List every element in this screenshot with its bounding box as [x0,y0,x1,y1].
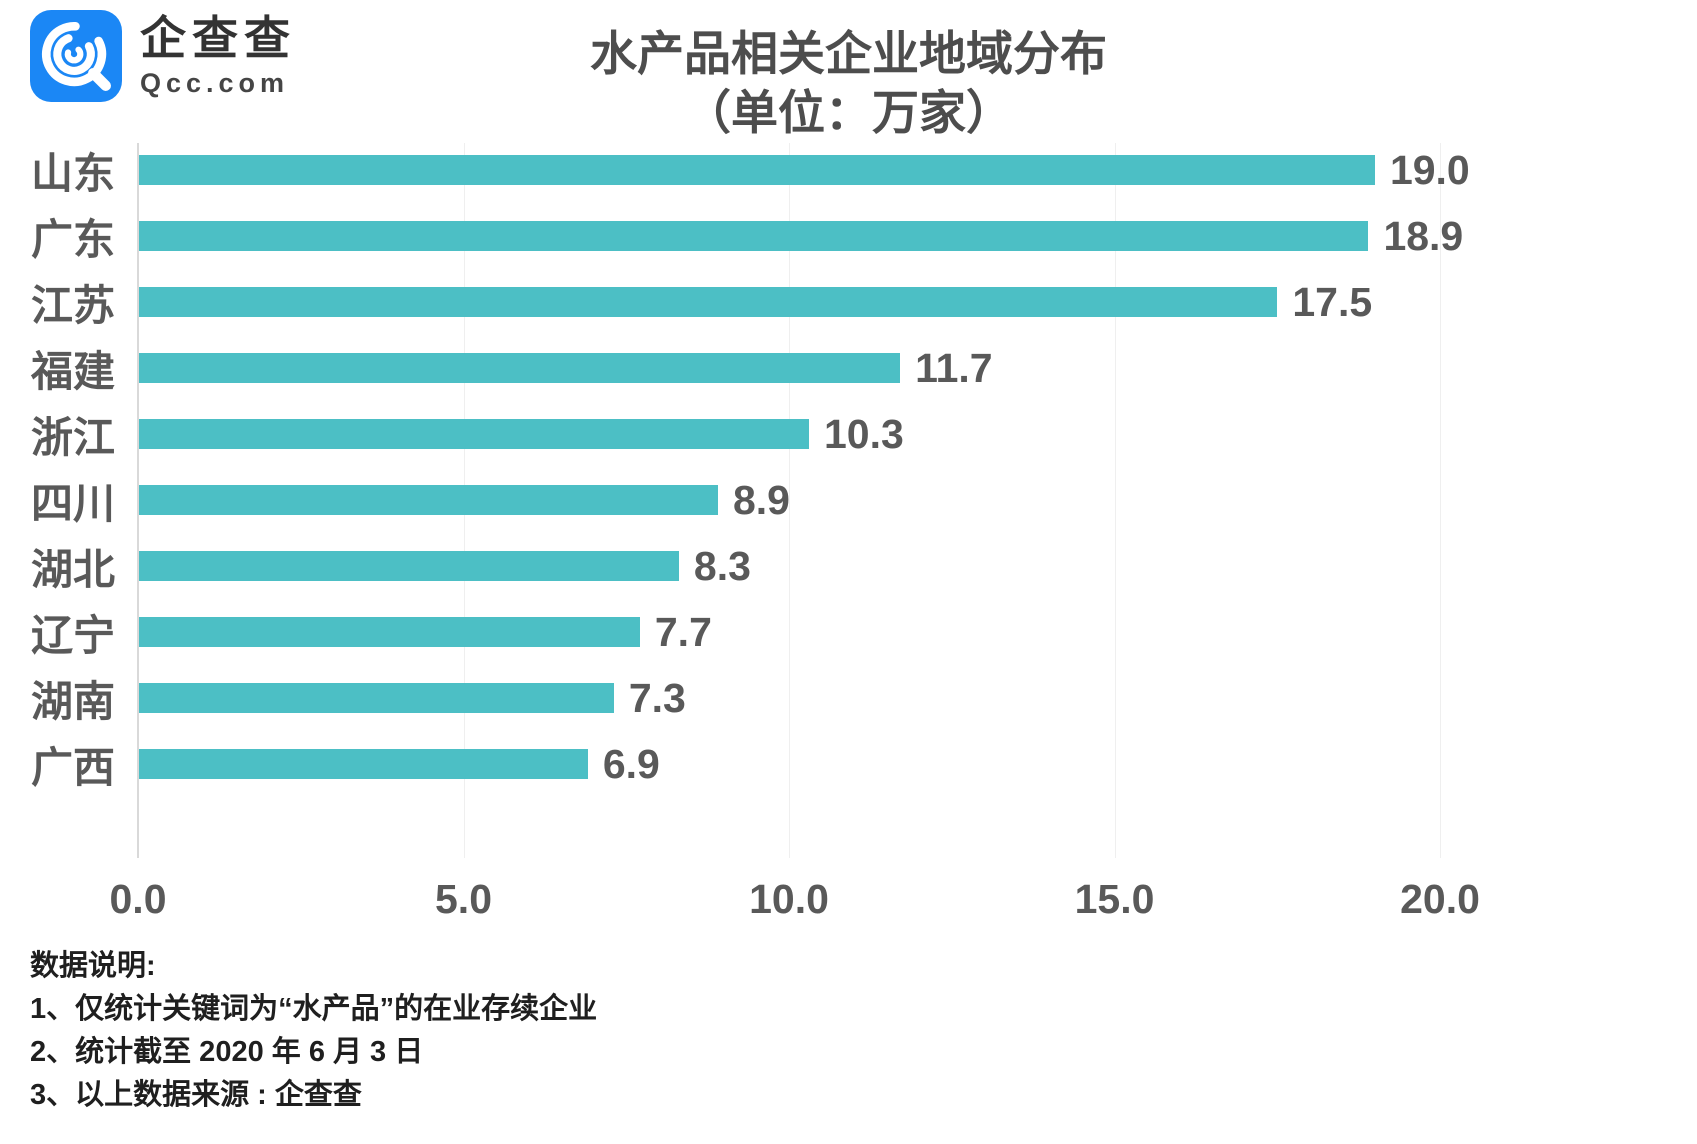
bar-row: 四川 8.9 [31,467,1440,533]
chart-title-line1: 水产品相关企业地域分布 [590,27,1107,80]
qcc-magnifier-icon [30,10,122,102]
note-item: 2、统计截至 2020 年 6 月 3 日 [30,1036,424,1068]
bar-rows: 山东 19.0 广东 18.9 江苏 17.5 福建 11.7 浙江 10.3 四川 8.9 湖北 8.3… [31,137,1470,797]
bar-row: 广西 6.9 [31,731,1440,797]
bar [139,683,614,713]
bar [139,617,640,647]
bar [139,155,1375,185]
qcc-logo-name: 企查查 [140,12,296,64]
bar-row: 辽宁 7.7 [31,599,1440,665]
category-label: 江苏 [30,281,115,329]
x-tick-label: 5.0 [435,876,492,922]
bar-row: 广东 18.9 [31,203,1463,269]
bar-row: 湖南 7.3 [31,665,1440,731]
category-label: 辽宁 [30,611,115,659]
bar-row: 江苏 17.5 [31,269,1440,335]
bar [139,287,1278,317]
bar-row: 福建 11.7 [31,335,1440,401]
value-label: 11.7 [915,344,993,391]
data-notes: 数据说明: 1、仅统计关键词为“水产品”的在业存续企业 2、统计截至 2020 … [30,945,597,1117]
vertical-gridline [1114,143,1116,858]
category-label: 湖南 [30,677,115,725]
y-axis-line [137,143,139,858]
note-item: 1、仅统计关键词为“水产品”的在业存续企业 [30,993,598,1025]
qcc-logo-text: 企查查 Qcc.com [140,13,296,99]
bar [139,419,809,449]
value-label: 18.9 [1383,212,1464,259]
bar [139,551,679,581]
bar [139,353,901,383]
note-item: 3、以上数据来源 : 企查查 [30,1079,362,1111]
category-label: 广东 [30,215,115,263]
x-tick-label: 0.0 [109,876,167,922]
category-label: 湖北 [30,545,115,593]
bar [139,749,588,779]
value-label: 19.0 [1389,146,1470,193]
value-label: 7.3 [628,674,686,721]
x-tick-label: 10.0 [749,876,829,922]
chart-title: 水产品相关企业地域分布 （单位：万家） [0,24,1697,142]
x-axis-ticks: 0.0 5.0 10.0 15.0 20.0 [110,876,1480,928]
x-tick-label: 15.0 [1074,876,1155,922]
x-tick-label: 20.0 [1400,876,1480,922]
qcc-logo-domain: Qcc.com [140,68,290,98]
qcc-logo: 企查查 Qcc.com [30,10,296,102]
category-label: 浙江 [30,413,115,461]
bar [139,221,1369,251]
category-label: 山东 [30,149,115,197]
value-label: 7.7 [654,608,712,655]
vertical-gridline [789,143,790,858]
vertical-gridline [1440,143,1441,858]
category-label: 福建 [30,347,115,395]
category-label: 四川 [30,479,115,527]
bar [139,485,718,515]
value-label: 8.9 [732,476,790,523]
bar-row: 湖北 8.3 [31,533,1440,599]
chart-title-line2: （单位：万家） [684,86,1013,139]
value-label: 6.9 [602,740,660,787]
value-label: 17.5 [1292,278,1373,325]
category-label: 广西 [30,743,115,791]
value-label: 8.3 [693,542,751,589]
notes-heading: 数据说明: [30,950,156,982]
bar-row: 山东 19.0 [31,137,1470,203]
value-label: 10.3 [824,410,904,457]
bar-row: 浙江 10.3 [31,401,1440,467]
